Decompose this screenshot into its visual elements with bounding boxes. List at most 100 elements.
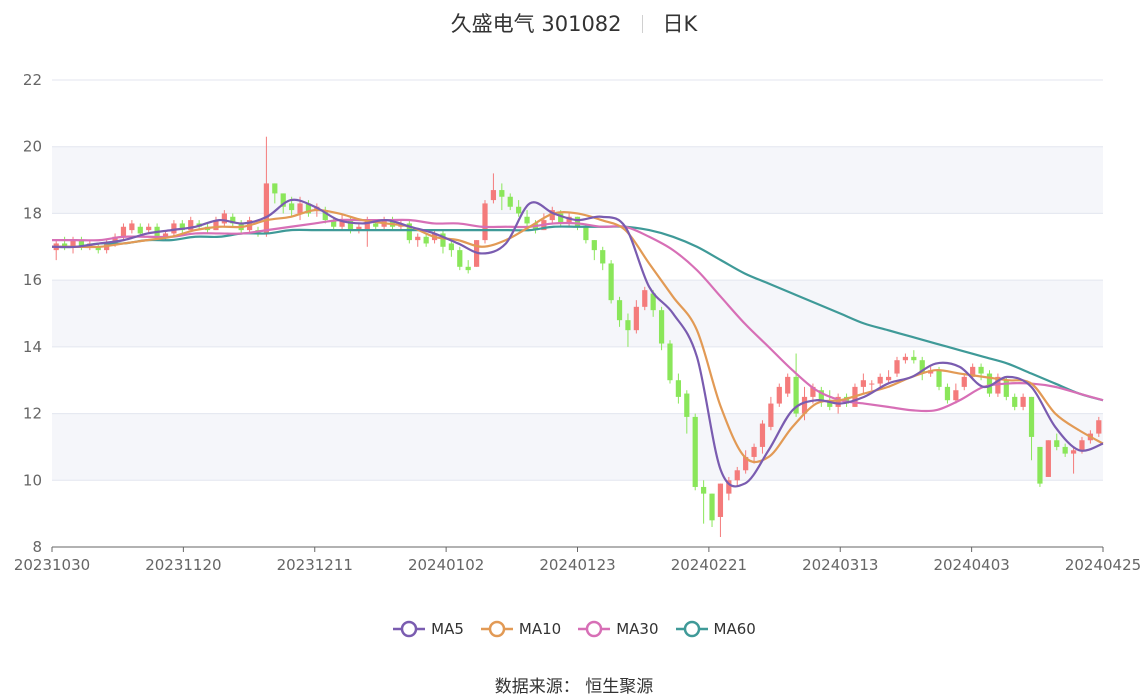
candle-body (835, 396, 841, 407)
candle-body (684, 393, 690, 417)
candle-body (919, 360, 925, 374)
candle-body (95, 246, 101, 251)
candle-body (465, 266, 471, 271)
y-axis: 8 10 12 14 16 18 20 22 (23, 71, 42, 556)
candle-body (734, 470, 740, 481)
candle-body (263, 183, 270, 234)
candle-body (793, 376, 799, 414)
stock-name-code: 久盛电气 301082 (450, 12, 622, 36)
candle-body (112, 236, 118, 244)
y-tick-label: 20 (23, 138, 42, 156)
candle-body (448, 243, 454, 251)
chart-title: 久盛电气 301082 日K (0, 8, 1148, 38)
candle-body (625, 320, 631, 331)
plot-bands (52, 146, 1103, 481)
candle-body (188, 220, 194, 231)
candle-body (162, 233, 169, 237)
candle-body (885, 376, 892, 381)
candle-body (457, 250, 463, 267)
candle-body (1070, 450, 1077, 454)
x-tick-label: 20240313 (802, 556, 878, 574)
legend-item-ma5[interactable]: MA5 (392, 620, 464, 638)
candle-body (751, 446, 757, 457)
candle-body (297, 203, 303, 214)
candle-body (507, 196, 513, 207)
candle-body (549, 210, 555, 221)
y-tick-label: 14 (23, 338, 42, 356)
candlesticks (53, 136, 1102, 537)
candle-body (843, 396, 850, 404)
legend-item-ma60[interactable]: MA60 (675, 620, 756, 638)
candle-body (524, 216, 530, 224)
candle-body (658, 310, 665, 344)
candle-body (322, 210, 328, 221)
candle-body (810, 386, 816, 397)
legend-label: MA5 (431, 620, 464, 638)
candle-body (759, 423, 766, 447)
candle-body (743, 456, 749, 471)
candle-body (499, 190, 505, 197)
candle-body (558, 213, 564, 224)
y-tick-label: 8 (32, 538, 42, 556)
ma-line-ma30 (51, 218, 1104, 413)
candle-body (801, 396, 808, 414)
candle-body (423, 236, 429, 244)
candle-body (373, 223, 379, 227)
x-tick-label: 20240403 (933, 556, 1009, 574)
y-tick-label: 18 (23, 204, 42, 222)
x-tick-label: 20231030 (14, 556, 90, 574)
ma-line-ma10 (52, 208, 1104, 464)
candle-body (1045, 440, 1051, 477)
candle-body (709, 493, 715, 521)
candle-body (78, 240, 85, 247)
candle-body (356, 226, 362, 231)
candle-body (566, 216, 572, 224)
x-tick-label: 20240123 (539, 556, 615, 574)
candle-body (633, 306, 639, 331)
candle-body (936, 370, 942, 387)
candle-body (642, 290, 648, 307)
legend-marker-icon (675, 620, 708, 638)
x-axis: 20231030 20231120 20231211 20240102 20240123… (14, 546, 1141, 574)
candle-body (516, 206, 522, 214)
legend-label: MA10 (518, 620, 562, 638)
period-label: 日K (662, 12, 698, 36)
candle-body (1028, 396, 1035, 437)
candle-body (1096, 420, 1102, 434)
x-tick-label: 20240221 (671, 556, 747, 574)
kline-chart: 8 10 12 14 16 18 20 22 20231030 20231120 20231211… (14, 71, 1141, 574)
legend-item-ma30[interactable]: MA30 (577, 620, 659, 638)
legend: MA5 MA10 MA30 MA60 (0, 620, 1148, 642)
x-tick-label: 20240102 (408, 556, 484, 574)
ma-line-ma5 (51, 198, 1104, 488)
candle-body (272, 183, 278, 194)
candle-body (289, 203, 295, 211)
candle-body (415, 236, 421, 241)
y-tick-label: 10 (23, 471, 42, 489)
source-value: 恒生聚源 (585, 677, 654, 697)
candle-body (970, 366, 976, 377)
y-tick-label: 16 (23, 271, 42, 289)
y-tick-label: 22 (23, 71, 42, 89)
candle-body (179, 223, 185, 231)
source-label: 数据来源： (494, 677, 580, 697)
candle-body (768, 403, 774, 427)
plot-band (52, 280, 1103, 347)
plot-band (52, 413, 1103, 481)
grid-lines (52, 79, 1103, 481)
legend-item-ma10[interactable]: MA10 (480, 620, 561, 638)
candle-body (129, 223, 135, 231)
candle-body (221, 213, 227, 224)
candle-body (860, 380, 866, 387)
candle-body (616, 300, 623, 321)
candle-body (331, 220, 337, 227)
candle-body (608, 263, 614, 301)
candle-body (591, 240, 597, 251)
title-separator (641, 15, 643, 33)
candle-body (600, 250, 606, 264)
candle-body (827, 400, 833, 407)
candle-body (902, 356, 909, 361)
candle-body (877, 376, 883, 384)
candle-body (230, 216, 236, 224)
plot-band (52, 146, 1103, 214)
